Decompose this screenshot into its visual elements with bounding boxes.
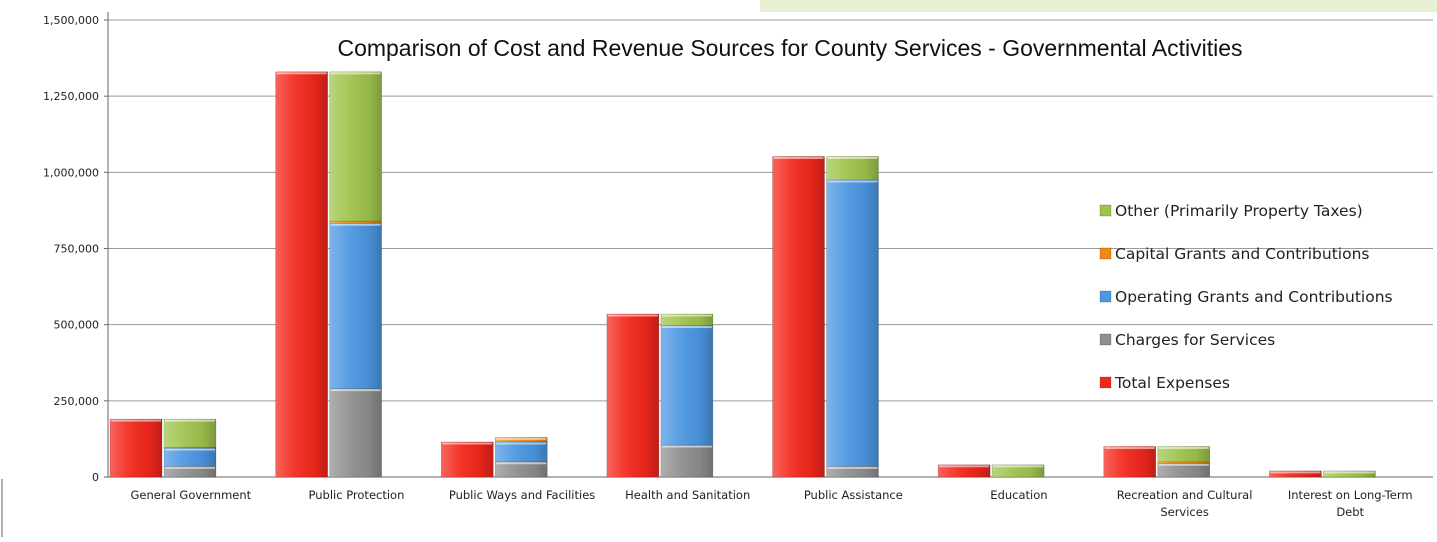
bar-segment-shading <box>660 314 713 326</box>
legend-swatch <box>1099 247 1112 260</box>
legend-label: Capital Grants and Contributions <box>1115 245 1369 263</box>
bar-segment-shading <box>329 71 382 222</box>
bar-segment-shading <box>1269 470 1322 477</box>
y-tick-label: 250,000 <box>54 395 100 408</box>
x-tick-label: Public Protection <box>309 488 405 502</box>
bar-segment-shading <box>1157 463 1210 477</box>
bar-segment-highlight <box>827 180 878 183</box>
bar-segment-highlight <box>165 448 215 451</box>
x-tick-label: Recreation and Cultural Services <box>1117 488 1253 519</box>
legend-label: Charges for Services <box>1115 331 1275 349</box>
bar-segment-shading <box>1157 461 1210 464</box>
bar-segment-shading <box>826 466 879 477</box>
bar-segment-highlight <box>111 419 161 422</box>
bar-segment-highlight <box>1324 471 1375 474</box>
legend-label: Other (Primarily Property Taxes) <box>1115 202 1363 220</box>
y-tick-label: 1,500,000 <box>43 14 99 27</box>
bar-segment-highlight <box>993 465 1044 468</box>
bar-segment-highlight <box>276 72 327 75</box>
y-tick-label: 1,250,000 <box>43 90 99 103</box>
bar-segment-shading <box>938 464 991 477</box>
bar-segment-shading <box>660 445 713 477</box>
bar-segment-highlight <box>1158 447 1209 450</box>
bar-segment-shading <box>164 448 216 467</box>
y-tick-label: 0 <box>92 471 99 484</box>
bar-segment-shading <box>1323 470 1376 477</box>
bar-segment-highlight <box>827 466 878 469</box>
bar-segment-highlight <box>1158 463 1209 466</box>
bar-segment-highlight <box>165 466 215 469</box>
legend-label: Operating Grants and Contributions <box>1115 288 1393 306</box>
bar-segment-shading <box>275 71 328 477</box>
bar-segment-highlight <box>773 156 824 159</box>
background-band <box>760 0 1437 12</box>
bar-segment-highlight <box>939 465 990 468</box>
chart-title: Comparison of Cost and Revenue Sources f… <box>337 35 1242 61</box>
bar-segment-highlight <box>661 445 712 448</box>
x-tick-label: Health and Sanitation <box>625 488 750 502</box>
bar-segment-shading <box>660 325 713 446</box>
bar-segment-highlight <box>442 442 493 445</box>
bar-segment-highlight <box>1104 447 1155 450</box>
bar-segment-highlight <box>496 442 547 445</box>
bar-segment-shading <box>1157 446 1210 462</box>
bar-segment-highlight <box>330 223 381 226</box>
y-tick-label: 1,000,000 <box>43 166 99 179</box>
legend-label: Total Expenses <box>1114 374 1230 392</box>
bar-segment-highlight <box>496 462 547 465</box>
bar-segment-shading <box>826 179 879 467</box>
bar-segment-highlight <box>1270 471 1321 474</box>
legend: Other (Primarily Property Taxes) Capital … <box>1099 202 1393 392</box>
bar-segment-highlight <box>827 156 878 159</box>
bar-segment-shading <box>110 419 162 477</box>
axes: 0 250,000 500,000 750,000 1,000,000 1,250,000… <box>1 12 1433 537</box>
bar-segment-shading <box>992 464 1045 477</box>
bars <box>109 71 1376 478</box>
x-tick-label: General Government <box>130 488 251 502</box>
category-labels: General Government Public Protection Publi… <box>130 488 1412 519</box>
bar-segment-shading <box>329 221 382 224</box>
x-tick-label: Education <box>990 488 1047 502</box>
bar-segment-highlight <box>496 437 547 440</box>
gridlines <box>108 19 1433 402</box>
bar-segment-highlight <box>661 314 712 317</box>
bar-segment-shading <box>164 447 216 449</box>
x-tick-label: Interest on Long-Term Debt <box>1288 488 1413 519</box>
bar-segment-highlight <box>661 326 712 329</box>
y-tick-label: 750,000 <box>54 243 100 256</box>
legend-swatch <box>1099 376 1112 389</box>
legend-swatch <box>1099 333 1112 346</box>
bar-segment-highlight <box>165 419 215 422</box>
bar-segment-highlight <box>607 314 658 317</box>
bar-segment-highlight <box>330 72 381 75</box>
bar-segment-shading <box>441 441 494 477</box>
legend-swatch <box>1099 290 1112 303</box>
bar-segment-shading <box>495 441 548 462</box>
bar-segment-shading <box>606 314 659 477</box>
bar-segment-shading <box>495 461 548 477</box>
bar-segment-shading <box>329 223 382 389</box>
bar-segment-shading <box>826 156 879 180</box>
y-tick-label: 500,000 <box>54 319 100 332</box>
bar-segment-shading <box>1103 446 1156 477</box>
x-tick-label: Public Assistance <box>804 488 903 502</box>
legend-swatch <box>1099 204 1112 217</box>
bar-segment-highlight <box>330 389 381 392</box>
bar-segment-shading <box>164 419 216 448</box>
x-tick-label: Public Ways and Facilities <box>449 488 595 502</box>
bar-segment-shading <box>772 156 825 477</box>
bar-segment-shading <box>164 466 216 477</box>
bar-segment-shading <box>329 388 382 477</box>
